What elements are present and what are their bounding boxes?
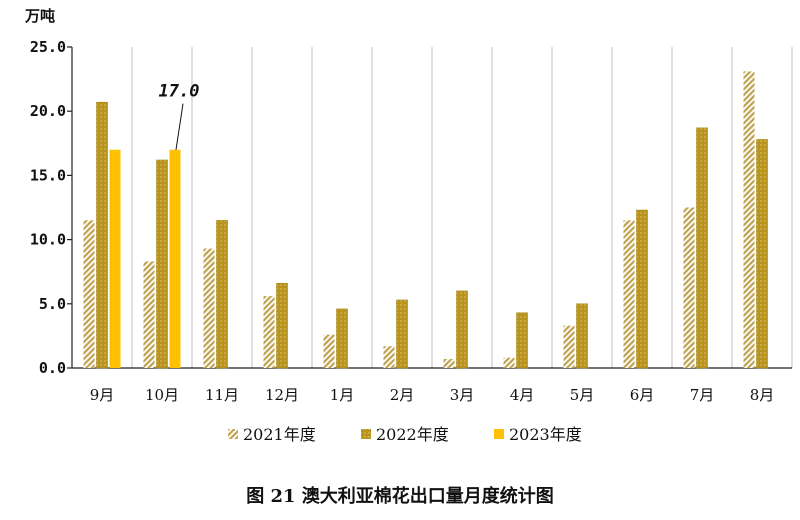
bar (683, 207, 695, 368)
y-tick-label: 15.0 (30, 166, 66, 184)
bar (396, 299, 408, 369)
x-tick-label: 5月 (570, 386, 595, 404)
bar (503, 357, 515, 368)
bar (563, 325, 575, 368)
bar (696, 127, 708, 369)
bar (516, 312, 528, 369)
bar (109, 149, 121, 368)
bars (83, 71, 768, 369)
legend: 2021年度 2022年度 2023年度 (228, 425, 582, 444)
legend-label: 2023年度 (509, 425, 582, 444)
bar (203, 248, 215, 368)
legend-label: 2021年度 (243, 425, 316, 444)
bar (456, 290, 468, 369)
legend-label: 2022年度 (376, 425, 449, 444)
bar (383, 346, 395, 368)
bar (169, 149, 181, 368)
x-tick-label: 2月 (390, 386, 415, 404)
bar (743, 71, 755, 368)
legend-swatch (228, 429, 238, 439)
x-tick-label: 1月 (330, 386, 355, 404)
legend-swatch (361, 429, 371, 439)
bar (276, 282, 288, 369)
annotation-label: 17.0 (159, 82, 200, 102)
y-tick-label: 25.0 (30, 38, 66, 56)
annotations: 17.0 (159, 82, 200, 150)
x-tick-labels: 9月 10月 11月 12月 1月 2月 3月 4月 5月 6月 7月 8月 (90, 386, 775, 404)
bar (263, 296, 275, 368)
bar (96, 101, 108, 369)
annotation-leader-line (175, 103, 184, 150)
legend-swatch (494, 429, 504, 439)
y-tick-labels: 0.0 5.0 10.0 15.0 20.0 25.0 (30, 38, 72, 377)
x-tick-label: 9月 (90, 386, 115, 404)
x-tick-label: 12月 (265, 386, 299, 404)
y-tick-label: 5.0 (39, 295, 66, 313)
bar (623, 220, 635, 368)
y-tick-label: 20.0 (30, 102, 66, 120)
x-tick-label: 3月 (450, 386, 475, 404)
x-tick-label: 7月 (690, 386, 715, 404)
y-axis-unit: 万吨 (24, 7, 55, 25)
bar (216, 220, 228, 369)
bar (323, 334, 335, 368)
x-tick-label: 6月 (630, 386, 655, 404)
grid-lines (131, 47, 793, 368)
bar (336, 308, 348, 369)
y-tick-label: 0.0 (39, 359, 66, 377)
bar (576, 303, 588, 369)
chart-caption: 图 21 澳大利亚棉花出口量月度统计图 (246, 485, 554, 507)
x-tick-label: 10月 (145, 386, 179, 404)
x-tick-label: 8月 (750, 386, 775, 404)
x-tick-label: 11月 (205, 386, 239, 404)
bar (443, 359, 455, 368)
bar (756, 139, 768, 369)
bar (83, 220, 95, 368)
bar (636, 209, 648, 369)
bar (156, 159, 168, 369)
bar (143, 261, 155, 368)
x-tick-label: 4月 (510, 386, 535, 404)
axes (71, 47, 792, 369)
y-tick-label: 10.0 (30, 231, 66, 249)
